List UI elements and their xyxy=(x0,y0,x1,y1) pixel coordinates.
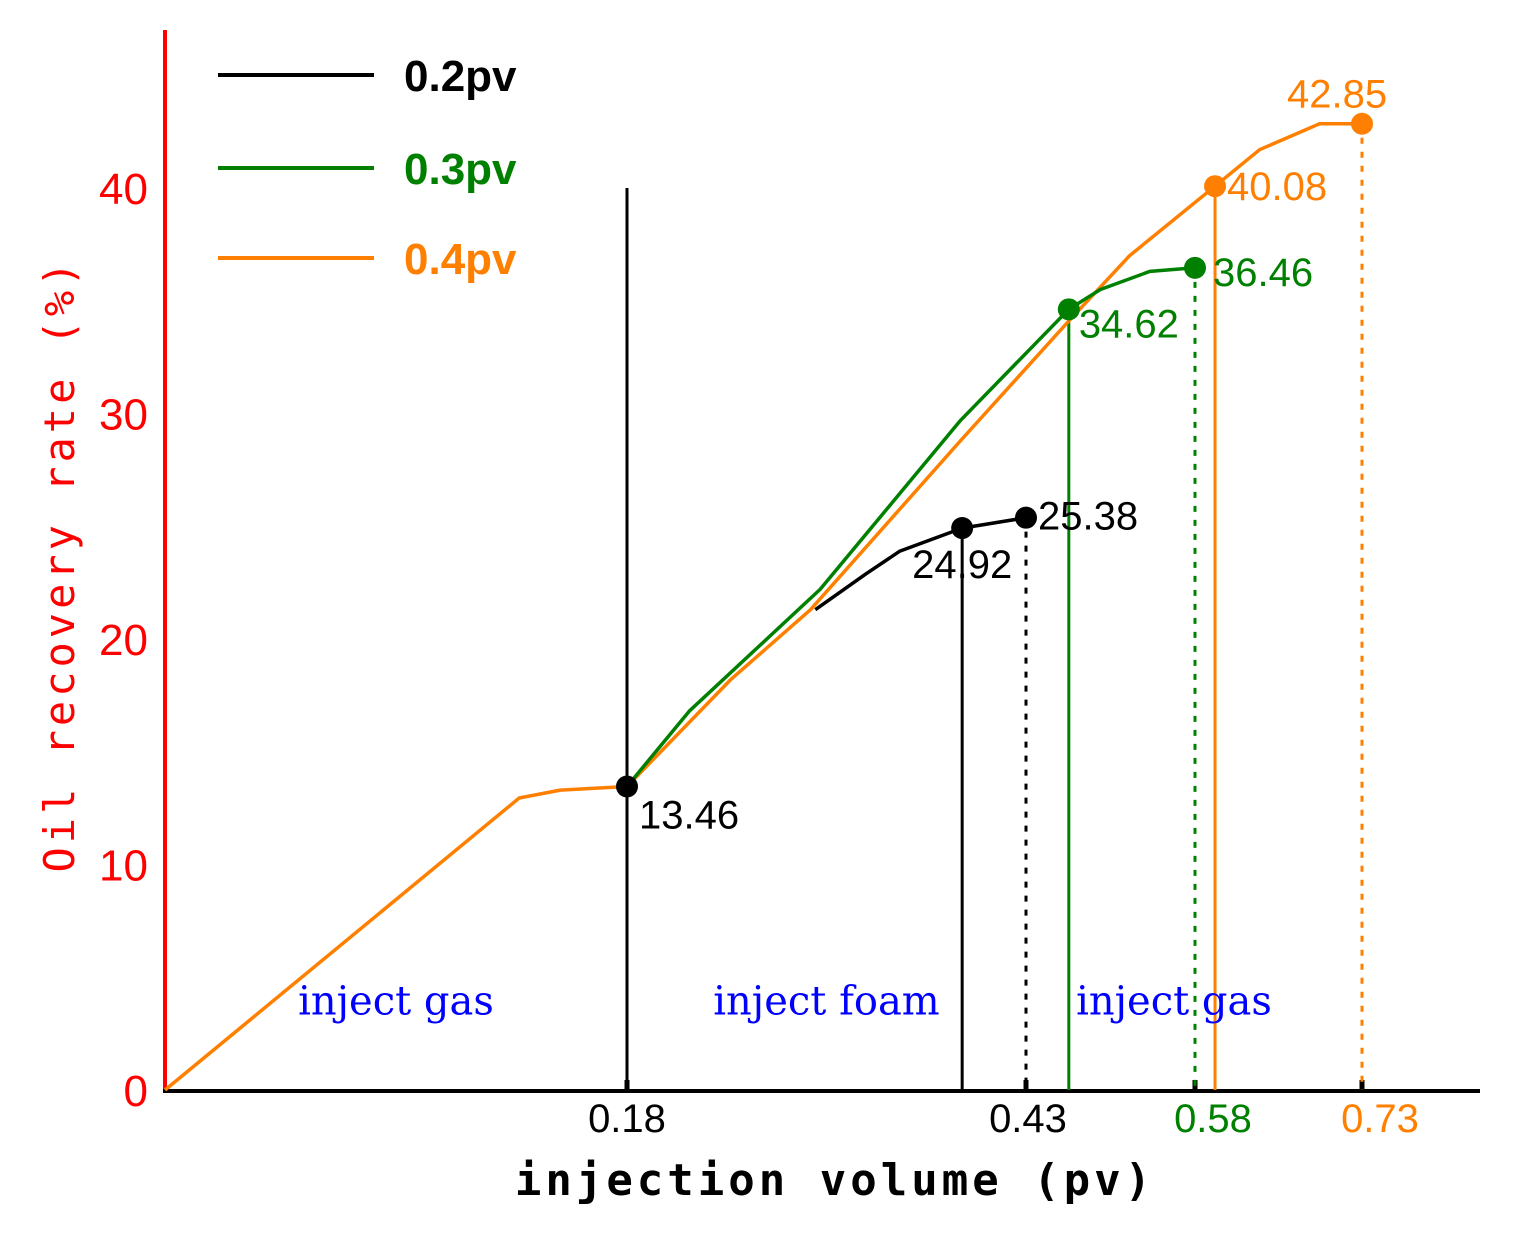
data-point-marker xyxy=(616,775,638,798)
y-tick-label: 0 xyxy=(124,1067,148,1116)
data-point-label: 24.92 xyxy=(912,543,1012,587)
data-point-marker xyxy=(1184,256,1206,279)
data-point-marker xyxy=(1057,298,1080,321)
data-point-marker xyxy=(1204,175,1227,198)
x-axis-title: injection volume (pv) xyxy=(515,1155,1155,1206)
data-point-label: 25.38 xyxy=(1038,495,1138,539)
region-label: inject gas xyxy=(298,978,494,1024)
series-line-0-2pv xyxy=(814,515,1027,612)
data-point-label: 34.62 xyxy=(1079,302,1179,346)
data-point-label: 13.46 xyxy=(639,793,739,837)
series-line-0-3pv xyxy=(625,266,1196,788)
y-axis-title: Oil recovery rate (%) xyxy=(35,257,84,872)
x-tick-label: 0.58 xyxy=(1174,1097,1252,1141)
legend-label: 0.3pv xyxy=(404,145,517,194)
legend-label: 0.2pv xyxy=(404,52,517,101)
region-label: inject foam xyxy=(713,978,939,1024)
y-tick-label: 20 xyxy=(99,616,148,665)
x-tick-label: 0.18 xyxy=(588,1097,666,1141)
series-line-0-4pv xyxy=(163,121,1362,1092)
x-tick-label: 0.73 xyxy=(1341,1097,1419,1141)
data-point-label: 42.85 xyxy=(1287,73,1387,117)
legend-label: 0.4pv xyxy=(404,235,517,284)
y-tick-label: 30 xyxy=(99,391,148,440)
region-label: inject gas xyxy=(1076,978,1272,1024)
y-tick-label: 40 xyxy=(99,165,148,214)
data-point-label: 40.08 xyxy=(1227,165,1327,209)
x-tick-label: 0.43 xyxy=(989,1097,1067,1141)
y-tick-label: 10 xyxy=(99,842,148,891)
data-point-marker xyxy=(951,517,974,540)
data-point-marker xyxy=(1015,506,1037,529)
data-point-label: 36.46 xyxy=(1213,251,1313,295)
data-point-marker xyxy=(1351,112,1373,135)
